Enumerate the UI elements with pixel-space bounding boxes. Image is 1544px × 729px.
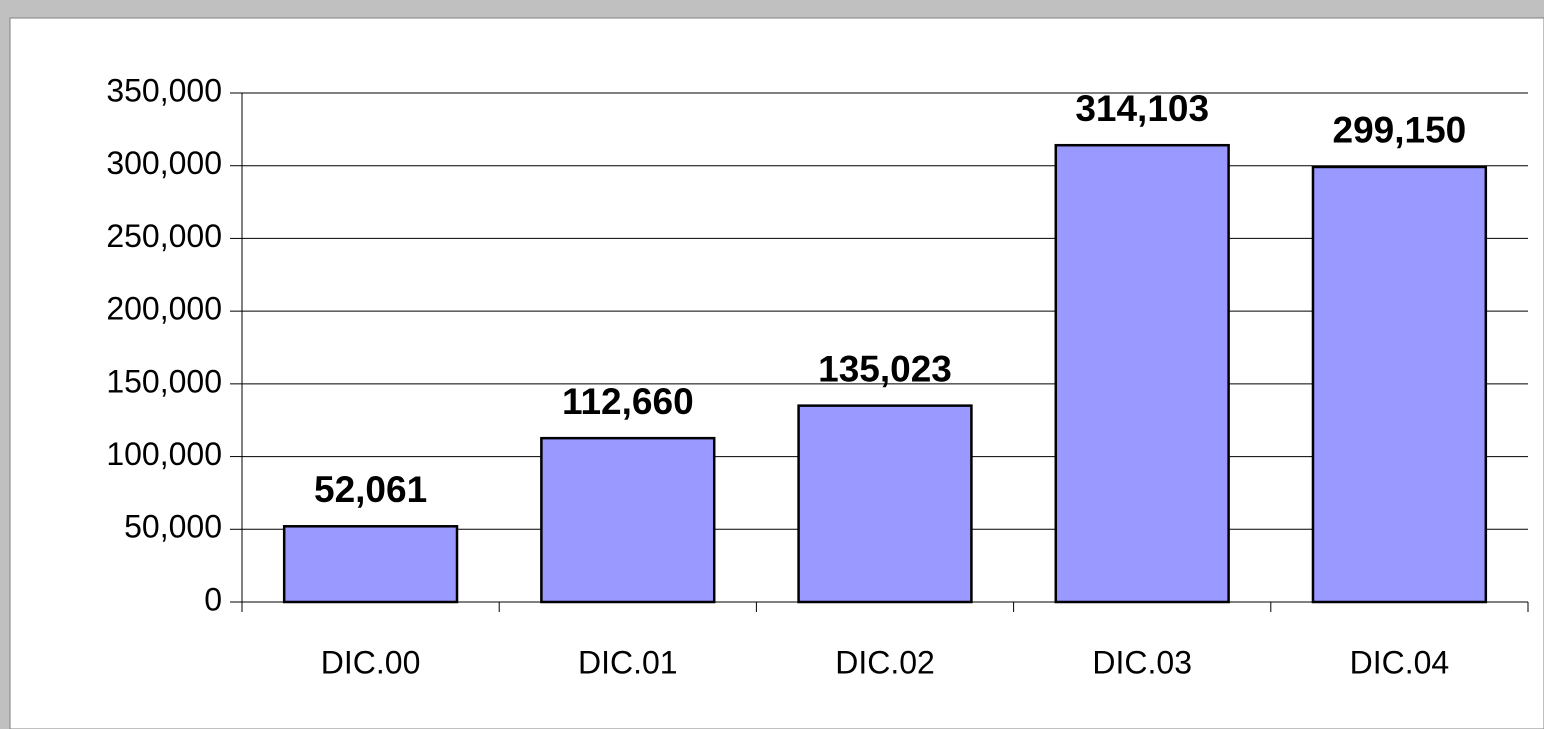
y-tick-label: 250,000: [106, 218, 222, 254]
x-tick-label: DIC.04: [1350, 644, 1450, 680]
bar: [797, 404, 973, 604]
y-tick-label: 150,000: [106, 363, 222, 399]
y-tick-label: 200,000: [106, 291, 222, 327]
value-label: 112,660: [562, 381, 694, 422]
value-label: 314,103: [1075, 88, 1209, 129]
value-label: 52,061: [314, 469, 427, 510]
bar: [1054, 143, 1230, 604]
value-label: 299,150: [1333, 110, 1467, 151]
value-label: 135,023: [818, 348, 952, 389]
y-tick-label: 50,000: [124, 509, 222, 545]
y-tick-label: 300,000: [106, 145, 222, 181]
y-tick-label: 100,000: [106, 436, 222, 472]
chart-area: [9, 17, 1544, 729]
x-tick-label: DIC.01: [578, 644, 678, 680]
x-tick-label: DIC.00: [321, 644, 421, 680]
bar: [282, 525, 459, 604]
bar: [1311, 165, 1488, 604]
bar: [540, 436, 716, 604]
y-tick-label: 350,000: [106, 72, 222, 108]
y-tick-label: 0: [204, 581, 222, 617]
x-tick-label: DIC.02: [835, 644, 935, 680]
x-tick-label: DIC.03: [1092, 644, 1192, 680]
